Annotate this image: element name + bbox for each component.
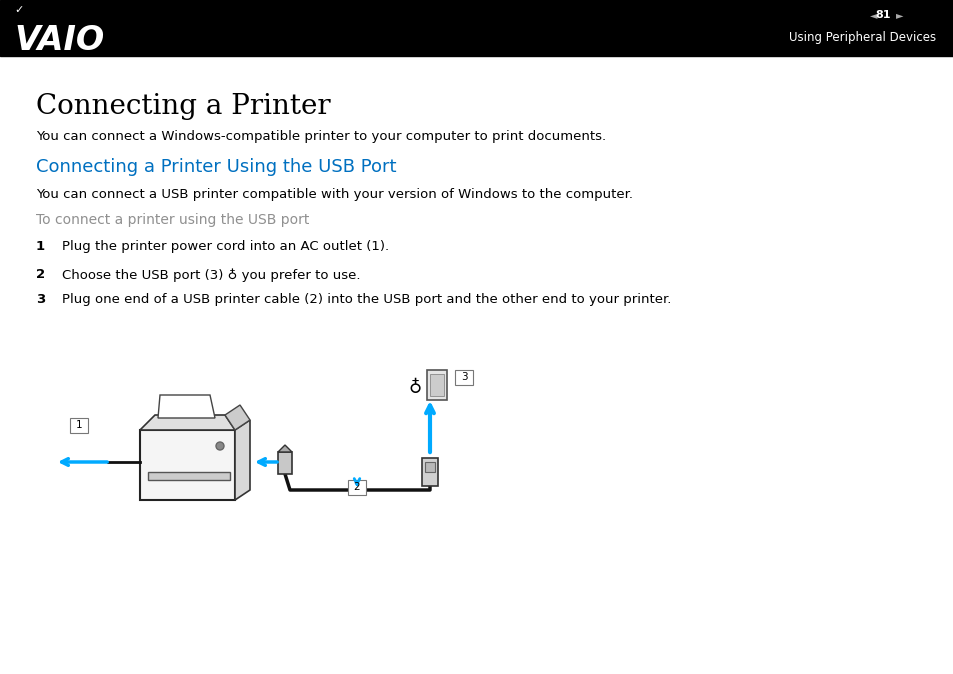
Text: 3: 3 (460, 373, 467, 383)
Bar (148, 472, 230, 480)
Text: Plug the printer power cord into an AC outlet (1).: Plug the printer power cord into an AC o… (62, 240, 389, 253)
Text: ►: ► (895, 10, 902, 20)
Text: Connecting a Printer Using the USB Port: Connecting a Printer Using the USB Port (36, 158, 396, 176)
Text: ♁: ♁ (408, 379, 421, 397)
Bar (277, 452, 292, 474)
Text: 1: 1 (36, 240, 45, 253)
Text: To connect a printer using the USB port: To connect a printer using the USB port (36, 213, 309, 227)
Bar (421, 458, 437, 486)
Polygon shape (140, 430, 234, 500)
Text: 3: 3 (36, 293, 45, 306)
Polygon shape (234, 420, 250, 500)
Text: 2: 2 (354, 483, 360, 493)
Text: 2: 2 (36, 268, 45, 281)
Text: ◄: ◄ (869, 10, 877, 20)
Text: VAIO: VAIO (14, 24, 104, 57)
Bar (430, 374, 443, 396)
Circle shape (215, 442, 224, 450)
Polygon shape (140, 415, 234, 430)
Bar (348, 480, 366, 495)
Bar (70, 418, 88, 433)
Text: You can connect a USB printer compatible with your version of Windows to the com: You can connect a USB printer compatible… (36, 188, 633, 201)
Bar (0, 0, 953, 56)
Text: Choose the USB port (3) ♁ you prefer to use.: Choose the USB port (3) ♁ you prefer to … (62, 268, 360, 282)
Polygon shape (158, 395, 214, 418)
Polygon shape (225, 405, 250, 430)
Bar (427, 370, 447, 400)
Text: 81: 81 (874, 10, 890, 20)
Text: Plug one end of a USB printer cable (2) into the USB port and the other end to y: Plug one end of a USB printer cable (2) … (62, 293, 671, 306)
Text: ✓: ✓ (14, 5, 24, 15)
Text: You can connect a Windows-compatible printer to your computer to print documents: You can connect a Windows-compatible pri… (36, 130, 605, 143)
Text: Using Peripheral Devices: Using Peripheral Devices (788, 32, 935, 44)
Text: 1: 1 (75, 421, 82, 431)
Text: Connecting a Printer: Connecting a Printer (36, 93, 331, 120)
Bar (424, 462, 435, 472)
Polygon shape (277, 445, 292, 452)
Bar (455, 370, 473, 385)
